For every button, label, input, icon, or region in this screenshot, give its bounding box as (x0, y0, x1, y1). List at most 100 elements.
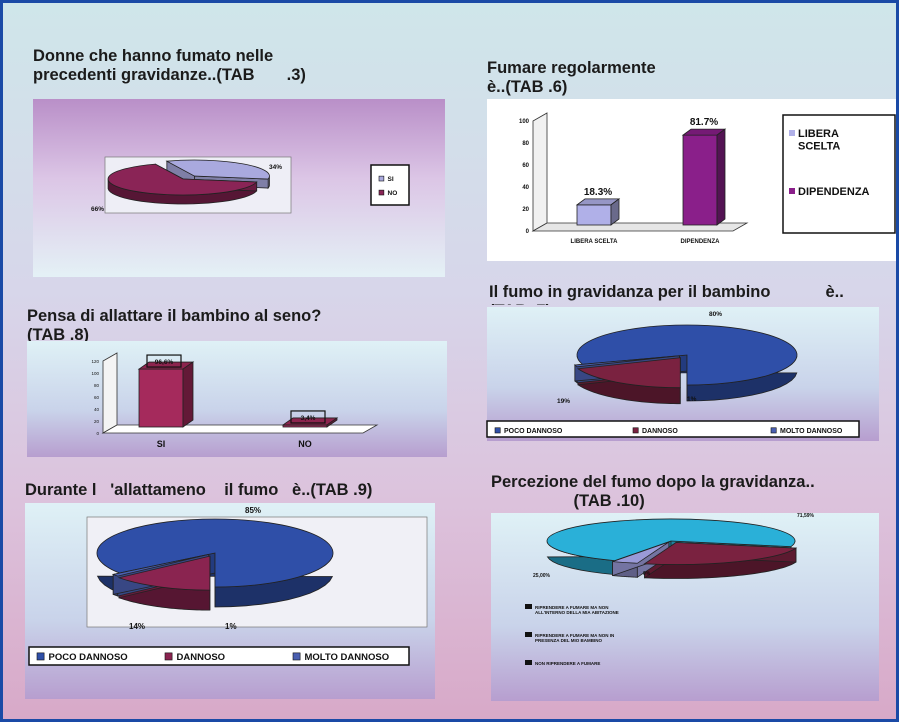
chart-tab6: 0 20 40 60 80 100 18.3% LIBERA SCELTA 81.7% DIPEN… (519, 112, 896, 245)
tab3-legend (370, 164, 410, 206)
tab6-datalabel-0: 18.3% (584, 187, 612, 198)
tab8-ytick-4: 80 (94, 383, 100, 388)
tab6-legend-swatch-0 (789, 130, 795, 136)
title-tab6: Fumare regolarmente è..(TAB .6) (487, 59, 656, 96)
tab9-slice-1 (117, 555, 211, 591)
tab7-legend-swatch-2 (770, 427, 777, 434)
tab6-legend-label-0: LIBERA SCELTA (798, 128, 840, 153)
tab6-ytick-4: 80 (522, 141, 529, 147)
tab10-legend-label-1: RIPRENDERE A FUMARE MA NON IN PRESENZA DE… (535, 633, 614, 643)
tab9-label-1: 14% (129, 622, 145, 631)
tab8-ytick-6: 120 (91, 359, 99, 364)
title-tab9: Durante l 'allattameno il fumo è..(TAB .… (25, 481, 373, 499)
tab9-label-0: 85% (245, 506, 261, 515)
tab7-legend (486, 420, 860, 438)
chart-tab3: 34% 66% SI NO (91, 156, 410, 214)
tab6-legend-label-1: DIPENDENZA (798, 186, 870, 198)
tab10-label-2: 0% (643, 571, 651, 577)
tab6-datalabel-1: 81.7% (690, 117, 718, 128)
tab6-bar-side-1 (716, 128, 726, 226)
tab8-wall (102, 352, 118, 434)
title-tab3: Donne che hanno fumato nelle precedenti … (33, 47, 306, 84)
tab10-legend-swatch-1 (525, 632, 532, 637)
tab6-ytick-3: 60 (522, 163, 529, 169)
tab3-label-no: 66% (91, 206, 104, 213)
tab9-slice-2 (111, 554, 209, 577)
tab8-ytick-5: 100 (91, 371, 99, 376)
tab3-legend-label-1: NO (388, 190, 398, 197)
tab7-label-1: 19% (557, 398, 570, 405)
tab3-slice-0 (165, 159, 270, 180)
tab10-slice-1 (643, 542, 798, 565)
tab9-legend-swatch-1 (164, 652, 173, 661)
panel-tab8: 0 20 40 60 80 100 120 96,6% SI 3,4% NO (27, 341, 447, 457)
tab6-wall (532, 112, 548, 232)
tab3-slice-1 (107, 163, 258, 196)
tab7-legend-label-2: MOLTO DANNOSO (780, 428, 843, 435)
tab7-slice-2 (573, 355, 680, 368)
tab6-bar-1 (682, 134, 718, 226)
tab9-label-2: 1% (225, 622, 237, 631)
panel-tab9: 85% 14% 1% POCO DANNOSO DANNOSO MOLTO DANNOSO (25, 503, 435, 699)
tab6-ytick-0: 0 (526, 229, 530, 235)
tab9-legend-label-1: DANNOSO (177, 652, 226, 663)
tab8-ytick-0: 0 (96, 431, 99, 436)
tab9-slice-0 (96, 518, 334, 588)
title-tab8: Pensa di allattare il bambino al seno? (… (27, 307, 322, 344)
tab9-legend-swatch-0 (36, 652, 45, 661)
tab8-datalabel-1: 3,4% (301, 415, 316, 422)
tab6-xtick-0: LIBERA SCELTA (571, 239, 619, 245)
tab9-legend (28, 646, 410, 666)
tab3-legend-swatch-0 (378, 175, 385, 182)
chart-tab8: 0 20 40 60 80 100 120 96,6% SI 3,4% NO (91, 352, 379, 449)
tab3-legend-swatch-1 (378, 189, 385, 196)
tab7-legend-label-1: DANNOSO (642, 428, 678, 435)
tab9-legend-swatch-2 (292, 652, 301, 661)
tab6-ytick-5: 100 (519, 119, 530, 125)
panel-tab10: 71,59% 25,00% 0% RIPRENDERE A FUMARE MA NON… (491, 513, 879, 701)
tab8-ytick-3: 60 (94, 395, 100, 400)
tab6-ytick-2: 40 (522, 185, 529, 191)
tab10-legend-swatch-0 (525, 604, 532, 609)
panel-tab6: 0 20 40 60 80 100 18.3% LIBERA SCELTA 81.7% DIPEN… (487, 99, 896, 261)
tab8-datalabel-0: 96,6% (155, 359, 174, 366)
tab6-legend (782, 114, 896, 234)
tab6-xtick-1: DIPENDENZA (680, 239, 720, 245)
panel-tab7: 80% 19% 1% POCO DANNOSO DANNOSO MOLTO DANNOSO (486, 307, 879, 441)
tab6-bar-side-0 (610, 198, 620, 226)
panel-tab3: 34% 66% SI NO (33, 99, 445, 277)
tab7-label-2: 1% (687, 396, 697, 403)
tab8-bar-0 (138, 368, 184, 428)
chart-tab9: 85% 14% 1% POCO DANNOSO DANNOSO MOLTO DANNOSO (28, 506, 428, 666)
chart-tab10: 71,59% 25,00% 0% RIPRENDERE A FUMARE MA NON… (525, 513, 815, 666)
tab8-xtick-1: NO (298, 439, 312, 449)
tab7-label-0: 80% (709, 311, 722, 318)
tab10-legend-label-2: NON RIPRENDERE A FUMARE (535, 661, 600, 666)
tab8-datalabel-box-0 (146, 354, 182, 368)
tab10-legend-label-0: RIPRENDERE A FUMARE MA NON ALL'INTERNO DE… (535, 605, 619, 615)
tab8-ytick-2: 40 (94, 407, 100, 412)
tab10-label-0: 71,59% (797, 513, 815, 519)
tab7-legend-swatch-1 (632, 427, 639, 434)
tab8-bar-side-1 (326, 417, 338, 428)
tab7-legend-swatch-0 (494, 427, 501, 434)
tab8-xtick-0: SI (157, 439, 166, 449)
title-tab10: Percezione del fumo dopo la gravidanza..… (491, 473, 815, 510)
tab7-slice-0 (576, 324, 798, 386)
tab7-legend-label-0: POCO DANNOSO (504, 428, 563, 435)
tab7-slice-1 (576, 357, 681, 389)
tab10-slice-2 (612, 541, 670, 564)
tab8-datalabel-box-1 (290, 410, 326, 424)
tab8-bar-side-0 (182, 361, 194, 428)
tab9-legend-label-2: MOLTO DANNOSO (305, 652, 390, 663)
tab6-ytick-1: 20 (522, 207, 529, 213)
tab10-legend-swatch-2 (525, 660, 532, 665)
tab3-legend-label-0: SI (388, 176, 394, 183)
tab8-ytick-1: 20 (94, 419, 100, 424)
tab6-bar-0 (576, 204, 612, 226)
tab10-slice-0 (546, 518, 796, 562)
tab3-label-si: 34% (269, 164, 282, 171)
tab6-legend-swatch-1 (789, 188, 795, 194)
title-tab7: Il fumo in gravidanza per il bambino è..… (489, 283, 844, 305)
